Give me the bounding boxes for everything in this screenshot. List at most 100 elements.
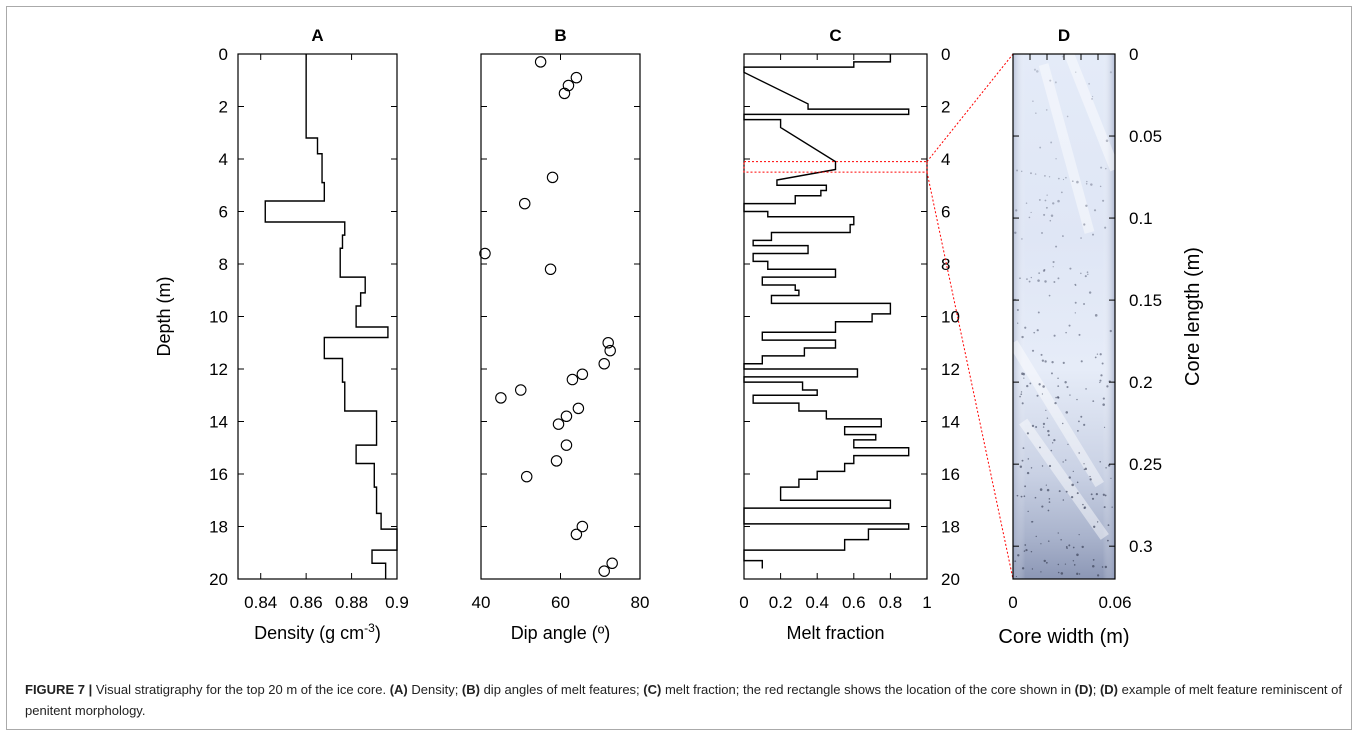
dip-angle-point xyxy=(598,565,610,577)
core-speckle xyxy=(1062,235,1064,237)
core-speckle xyxy=(1085,182,1088,185)
dip-angle-point xyxy=(518,197,531,210)
x-tick-label: 0.06 xyxy=(1098,593,1131,612)
core-speckle xyxy=(1078,452,1080,454)
core-speckle xyxy=(1026,471,1030,475)
core-speckle xyxy=(1030,467,1033,469)
core-speckle xyxy=(1099,185,1102,188)
core-speckle xyxy=(1033,68,1036,71)
core-speckle xyxy=(1023,495,1026,498)
core-speckle xyxy=(1019,395,1021,398)
x-tick-label: 80 xyxy=(631,593,650,612)
y-tick-label: 0 xyxy=(219,45,228,64)
caption-text: (D) xyxy=(1074,682,1093,697)
core-speckle xyxy=(1045,561,1048,564)
core-speckle xyxy=(1092,400,1095,403)
core-melt-streak xyxy=(1019,418,1109,540)
core-speckle xyxy=(1020,391,1023,393)
core-speckle xyxy=(1041,232,1043,234)
core-speckle xyxy=(1090,183,1093,186)
core-speckle xyxy=(1026,384,1029,388)
caption-text: melt fraction; the red rectangle shows t… xyxy=(661,682,1075,697)
core-speckle xyxy=(1103,426,1106,428)
y-tick-label: 4 xyxy=(219,150,228,169)
core-speckle xyxy=(1043,213,1046,216)
y-tick-label: 12 xyxy=(209,360,228,379)
core-speckle xyxy=(1054,401,1057,405)
core-speckle xyxy=(1052,260,1055,264)
y-tick-label: 0.2 xyxy=(1129,373,1153,392)
core-speckle xyxy=(1075,71,1077,73)
core-speckle xyxy=(1020,393,1023,396)
core-speckle xyxy=(1048,294,1051,297)
core-speckle xyxy=(1064,459,1067,461)
caption-text: (D) xyxy=(1099,682,1118,697)
core-speckle xyxy=(1028,280,1031,283)
core-speckle xyxy=(1068,476,1071,479)
core-speckle xyxy=(1062,499,1065,501)
core-speckle xyxy=(1080,272,1082,275)
core-speckle xyxy=(1076,492,1079,495)
core-speckle xyxy=(1101,566,1104,568)
core-speckle xyxy=(1095,493,1098,496)
dip-angle-point xyxy=(514,384,527,396)
core-speckle xyxy=(1078,333,1081,336)
panel-b-frame xyxy=(480,53,641,580)
caption-label: FIGURE 7 | xyxy=(25,682,96,697)
core-speckle xyxy=(1023,550,1026,552)
core-speckle xyxy=(1062,461,1064,463)
y-tick-label: 14 xyxy=(941,413,960,432)
core-speckle xyxy=(1064,381,1067,384)
core-speckle xyxy=(1091,497,1095,500)
core-speckle xyxy=(1080,415,1083,418)
core-speckle xyxy=(1047,429,1050,433)
caption-text: Visual stratigraphy for the top 20 m of … xyxy=(95,682,390,697)
core-speckle xyxy=(1016,494,1019,497)
core-speckle xyxy=(1048,501,1051,503)
caption-text: example of melt feature reminiscent of p… xyxy=(25,682,1342,718)
core-speckle xyxy=(1072,470,1074,473)
core-speckle xyxy=(1065,490,1068,493)
core-speckle xyxy=(1062,361,1065,364)
core-speckle xyxy=(1024,544,1027,546)
core-speckle xyxy=(1102,403,1105,406)
y-tick-label: 12 xyxy=(941,360,960,379)
core-speckle xyxy=(1057,571,1060,574)
core-speckle xyxy=(1089,475,1091,478)
core-speckle xyxy=(1099,381,1101,384)
core-speckle xyxy=(1050,372,1053,375)
core-speckle xyxy=(1105,167,1107,170)
core-speckle xyxy=(1094,356,1097,359)
panel-c-title: C xyxy=(829,26,841,45)
dip-angle-point xyxy=(598,357,610,370)
core-speckle xyxy=(1021,335,1024,339)
core-speckle xyxy=(1015,575,1018,578)
core-speckle xyxy=(1050,214,1054,218)
y-tick-label: 10 xyxy=(209,308,228,327)
core-speckle xyxy=(1055,158,1057,160)
y-tick-label: 0.25 xyxy=(1129,455,1162,474)
core-speckle xyxy=(1035,426,1038,429)
panel-c-xlabel: Melt fraction xyxy=(786,623,884,643)
x-tick-label: 0.2 xyxy=(769,593,793,612)
core-speckle xyxy=(1049,79,1052,82)
core-speckle xyxy=(1070,495,1074,499)
y-tick-label: 6 xyxy=(219,203,228,222)
core-speckle xyxy=(1048,464,1052,468)
core-speckle xyxy=(1016,308,1019,312)
core-speckle xyxy=(1109,71,1112,74)
core-speckle xyxy=(1050,449,1053,452)
core-speckle xyxy=(1057,377,1059,380)
figure-caption: FIGURE 7 | Visual stratigraphy for the t… xyxy=(25,679,1345,721)
dip-angle-point xyxy=(604,344,616,357)
core-speckle xyxy=(1024,326,1027,329)
core-speckle xyxy=(1042,385,1045,388)
core-speckle xyxy=(1107,464,1111,467)
y-tick-label: 0 xyxy=(1129,45,1138,64)
core-speckle xyxy=(1062,422,1064,425)
core-speckle xyxy=(1055,396,1057,399)
core-speckle xyxy=(1105,139,1109,143)
core-speckle xyxy=(1092,558,1095,561)
core-speckle xyxy=(1031,568,1034,570)
core-speckle xyxy=(1037,279,1040,282)
